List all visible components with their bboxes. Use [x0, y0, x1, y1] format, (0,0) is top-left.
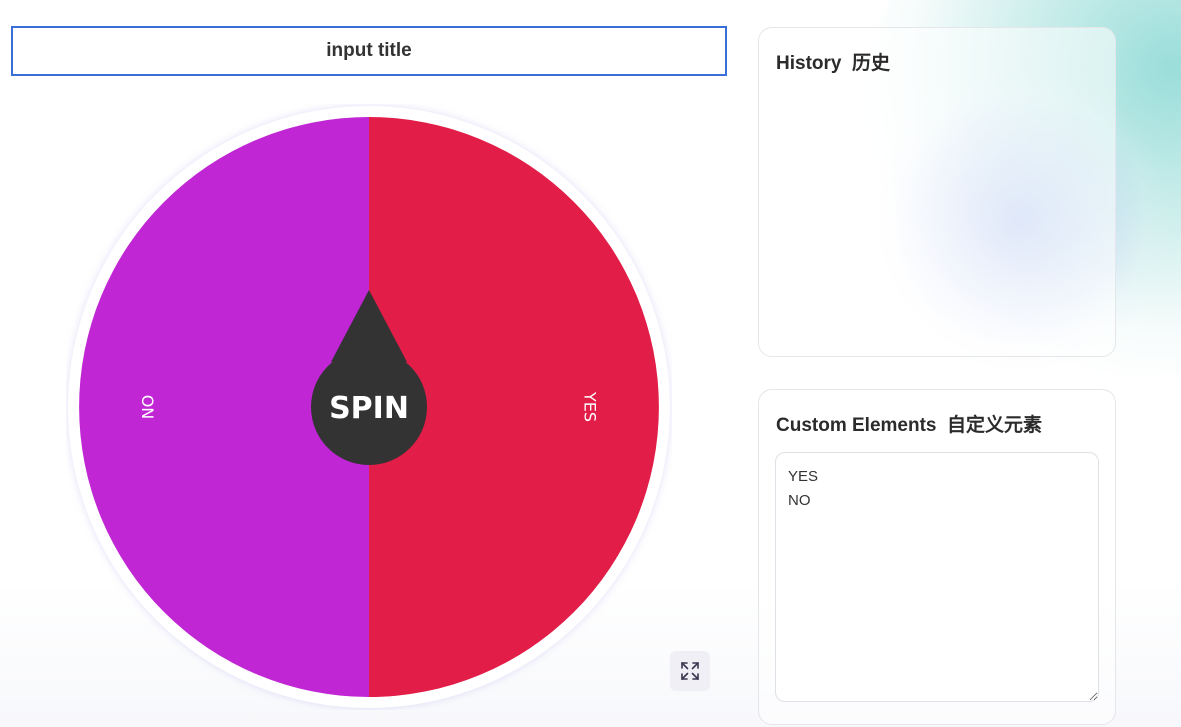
spin-button-label: SPIN: [329, 391, 409, 426]
expand-icon: [681, 662, 699, 680]
spin-button[interactable]: SPIN: [311, 290, 427, 465]
pointer-icon: [331, 290, 407, 362]
history-panel: History 历史: [758, 27, 1116, 357]
wheel-labels: YES NO: [139, 391, 600, 422]
history-title: History 历史: [776, 53, 891, 74]
wheel-graphic: YES NO SPIN: [68, 106, 670, 708]
wheel-title-input[interactable]: [11, 26, 727, 76]
custom-elements-panel: Custom Elements 自定义元素: [758, 389, 1116, 725]
fullscreen-button[interactable]: [670, 651, 710, 691]
custom-elements-title: Custom Elements 自定义元素: [776, 415, 1043, 436]
spin-button-circle: [311, 349, 427, 465]
spin-wheel[interactable]: YES NO SPIN: [66, 104, 672, 710]
custom-elements-textarea[interactable]: [775, 452, 1099, 702]
wheel-segment-no: [79, 117, 370, 697]
wheel-segment-label: NO: [139, 395, 158, 420]
wheel-segment-yes: [369, 117, 659, 697]
wheel-segment-label: YES: [581, 391, 600, 422]
wheel-segments: [79, 117, 659, 697]
